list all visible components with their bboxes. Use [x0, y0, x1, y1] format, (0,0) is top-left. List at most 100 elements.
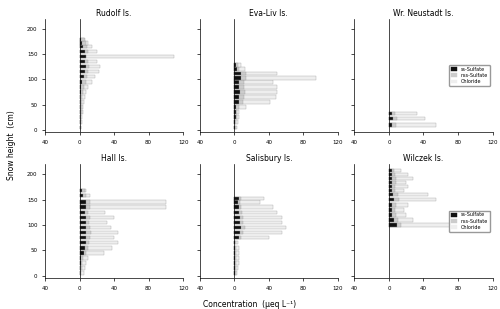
Bar [389, 223, 396, 227]
Bar [234, 121, 235, 124]
Bar [80, 60, 84, 63]
Bar [80, 236, 114, 239]
Bar [80, 266, 84, 270]
Bar [234, 201, 260, 204]
Bar [389, 185, 392, 188]
Bar [80, 41, 88, 44]
Bar [234, 72, 241, 75]
Bar [80, 231, 86, 234]
Bar [80, 80, 92, 83]
Bar [80, 261, 86, 265]
Bar [80, 121, 82, 124]
Bar [234, 80, 243, 83]
Bar [389, 173, 408, 176]
Bar [389, 218, 413, 222]
Bar [80, 110, 83, 114]
Bar [80, 236, 86, 239]
Bar [234, 100, 243, 104]
Bar [234, 95, 276, 99]
Bar [234, 85, 239, 89]
Bar [80, 50, 88, 53]
Bar [234, 241, 237, 244]
Bar [80, 201, 90, 204]
Bar [80, 231, 91, 234]
Bar [234, 261, 235, 265]
Bar [80, 55, 86, 58]
Bar [80, 205, 86, 209]
Bar [80, 271, 82, 275]
Bar [80, 221, 86, 224]
Bar [80, 41, 86, 44]
Title: Wilczek Is.: Wilczek Is. [404, 154, 444, 163]
Bar [234, 105, 236, 109]
Bar [80, 125, 82, 129]
Bar [389, 208, 404, 212]
Bar [80, 55, 86, 58]
Bar [234, 210, 239, 214]
Bar [80, 194, 83, 197]
Bar [234, 256, 238, 260]
Bar [80, 44, 92, 48]
Text: Concentration  (μeq L⁻¹): Concentration (μeq L⁻¹) [204, 300, 296, 309]
Bar [80, 85, 88, 89]
Bar [234, 236, 269, 239]
Bar [80, 100, 84, 104]
Bar [234, 76, 246, 79]
Bar [80, 65, 89, 68]
Bar [234, 197, 264, 201]
Bar [80, 216, 86, 219]
Title: Salisbury Is.: Salisbury Is. [246, 154, 292, 163]
Bar [80, 90, 83, 94]
Bar [80, 241, 86, 244]
Bar [389, 181, 392, 184]
Bar [389, 185, 408, 188]
Bar [80, 90, 81, 94]
Bar [80, 50, 97, 53]
Bar [389, 117, 425, 121]
Bar [80, 226, 86, 229]
Bar [80, 116, 82, 119]
Title: Rudolf Is.: Rudolf Is. [96, 9, 132, 18]
Bar [80, 121, 82, 124]
Bar [389, 168, 394, 172]
Bar [80, 246, 88, 249]
Bar [80, 246, 84, 249]
Bar [234, 80, 273, 83]
Bar [80, 210, 88, 214]
Bar [234, 125, 237, 129]
Bar [234, 90, 240, 94]
Bar [80, 216, 114, 219]
Bar [234, 231, 240, 234]
Bar [389, 208, 392, 212]
Bar [80, 55, 174, 58]
Bar [234, 221, 240, 224]
Bar [80, 261, 81, 265]
Bar [389, 173, 392, 176]
Bar [80, 44, 88, 48]
Bar [234, 116, 235, 119]
Bar [234, 256, 236, 260]
Bar [234, 72, 246, 75]
Title: Hall Is.: Hall Is. [101, 154, 127, 163]
Bar [389, 177, 413, 180]
Bar [234, 76, 316, 79]
Bar [389, 189, 404, 192]
Bar [80, 271, 84, 275]
Bar [234, 63, 241, 67]
Bar [234, 271, 235, 275]
Bar [80, 95, 82, 99]
Bar [234, 221, 281, 224]
Bar [389, 177, 396, 180]
Bar [80, 105, 82, 109]
Bar [80, 116, 82, 119]
Bar [80, 256, 82, 260]
Bar [80, 100, 82, 104]
Bar [234, 63, 236, 67]
Bar [389, 181, 396, 184]
Bar [80, 205, 166, 209]
Bar [80, 125, 81, 129]
Bar [234, 105, 238, 109]
Bar [389, 173, 395, 176]
Bar [80, 70, 98, 74]
Bar [80, 105, 83, 109]
